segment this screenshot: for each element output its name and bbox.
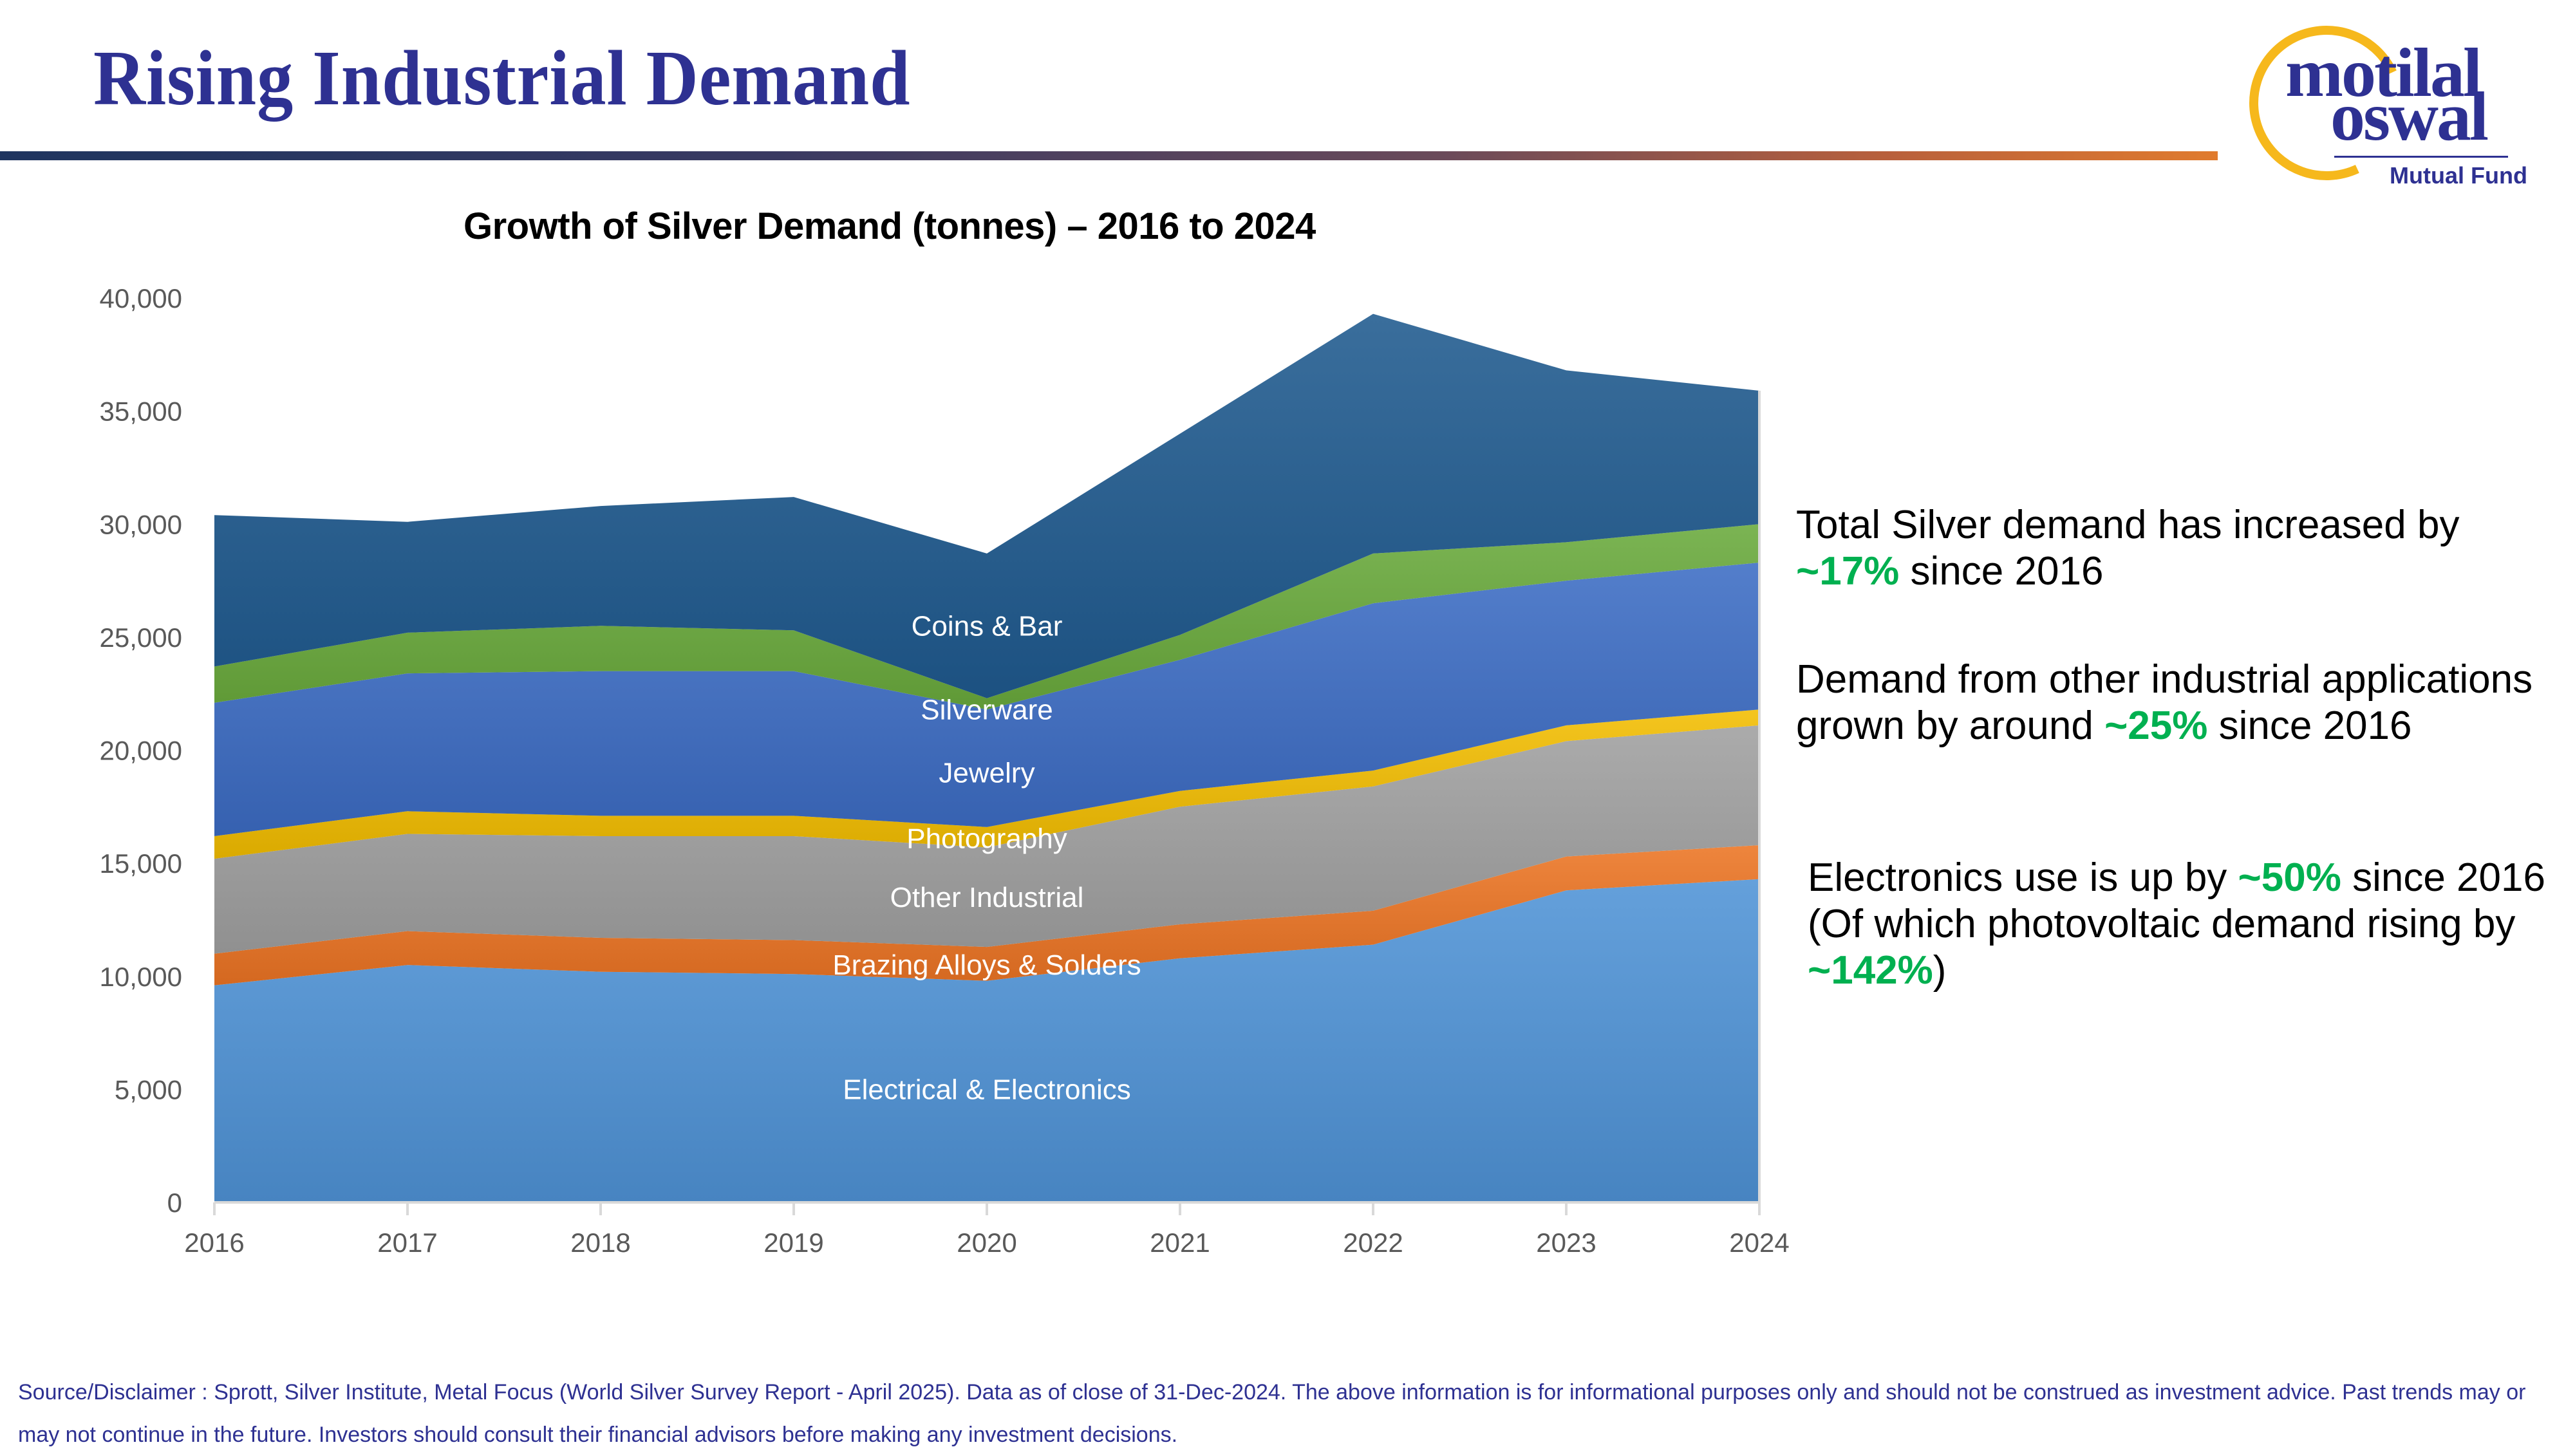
x-tick-label: 2019 <box>763 1227 823 1258</box>
x-tick-label: 2023 <box>1536 1227 1596 1258</box>
page-title: Rising Industrial Demand <box>93 35 911 122</box>
chart-title: Growth of Silver Demand (tonnes) – 2016 … <box>464 205 1316 247</box>
series-labels: Electrical & Electronics Brazing Alloys &… <box>832 610 1141 1105</box>
x-tick-label: 2016 <box>184 1227 244 1258</box>
insight-text: since 2016 (Of which photovoltaic demand… <box>1808 855 2545 946</box>
y-tick-label: 25,000 <box>100 622 182 653</box>
series-label: Electrical & Electronics <box>843 1074 1130 1105</box>
insight-text: Total Silver demand has increased by <box>1796 503 2460 547</box>
y-tick-label: 20,000 <box>100 736 182 766</box>
insight-text: Demand from other industrial application… <box>1796 657 2533 748</box>
y-tick-label: 0 <box>167 1188 182 1218</box>
y-tick-label: 15,000 <box>100 848 182 879</box>
series-label: Brazing Alloys & Solders <box>832 949 1141 981</box>
title-divider <box>0 151 2218 160</box>
series-label: Coins & Bar <box>912 610 1063 642</box>
chart-areas <box>214 313 1759 1202</box>
x-axis-ticks: 2016 2017 2018 2019 2020 2021 2022 2023 2024 <box>184 1202 1790 1258</box>
brand-logo: motilal oswal Mutual Fund <box>2227 4 2562 202</box>
series-label: Jewelry <box>939 758 1035 789</box>
area-brazing-alloys-solders <box>214 845 1759 985</box>
logo-wordmark-line1: motilal <box>2285 35 2482 111</box>
area-silverware <box>214 524 1759 710</box>
series-label: Photography <box>906 823 1067 854</box>
insight-text: since 2016 <box>1899 549 2104 593</box>
y-tick-label: 10,000 <box>100 962 182 992</box>
insight-total-demand: Total Silver demand has increased by ~17… <box>1796 502 2569 595</box>
x-tick-label: 2017 <box>377 1227 437 1258</box>
insight-highlight: ~17% <box>1796 549 1900 593</box>
y-tick-label: 35,000 <box>100 397 182 427</box>
source-disclaimer: Source/Disclaimer : Sprott, Silver Insti… <box>18 1380 2526 1447</box>
area-other-industrial <box>214 725 1759 954</box>
insight-electronics: Electronics use is up by ~50% since 2016… <box>1808 855 2575 994</box>
x-tick-label: 2018 <box>570 1227 630 1258</box>
insight-other-industrial: Demand from other industrial application… <box>1796 657 2536 749</box>
insight-text: since 2016 <box>2207 704 2412 748</box>
logo-wordmark-line2: oswal <box>2330 79 2489 155</box>
x-tick-label: 2024 <box>1729 1227 1789 1258</box>
area-coins-bar <box>214 313 1759 698</box>
logo-divider <box>2334 156 2508 158</box>
area-electrical-electronics <box>214 879 1759 1202</box>
logo-tagline: Mutual Fund <box>2390 162 2527 189</box>
series-label: Silverware <box>921 694 1053 725</box>
insight-text: ) <box>1933 948 1947 993</box>
area-jewelry <box>214 563 1759 836</box>
x-tick-label: 2021 <box>1150 1227 1210 1258</box>
insight-highlight-pv: ~142% <box>1808 948 1933 993</box>
insight-highlight: ~50% <box>2238 855 2341 900</box>
insight-text: Electronics use is up by <box>1808 855 2238 900</box>
y-tick-label: 40,000 <box>100 283 182 313</box>
y-tick-label: 30,000 <box>100 509 182 539</box>
insight-highlight: ~25% <box>2104 704 2208 748</box>
x-tick-label: 2020 <box>957 1227 1016 1258</box>
area-photography <box>214 709 1759 859</box>
y-axis-ticks: 0 5,000 10,000 15,000 20,000 25,000 30,000 35,0… <box>100 283 182 1218</box>
x-tick-label: 2022 <box>1343 1227 1403 1258</box>
y-tick-label: 5,000 <box>115 1074 182 1105</box>
series-label: Other Industrial <box>890 882 1084 913</box>
